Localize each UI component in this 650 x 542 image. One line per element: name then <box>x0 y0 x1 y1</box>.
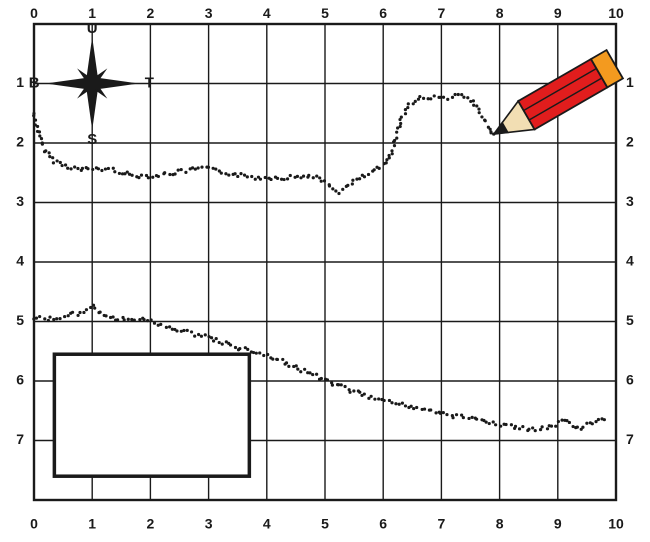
svg-text:5: 5 <box>626 312 634 328</box>
svg-text:2: 2 <box>147 515 155 531</box>
svg-text:5: 5 <box>16 312 24 328</box>
svg-text:4: 4 <box>263 515 271 531</box>
inset-box <box>54 354 249 476</box>
svg-text:10: 10 <box>608 515 624 531</box>
svg-text:1: 1 <box>16 74 24 90</box>
svg-text:2: 2 <box>16 134 24 150</box>
svg-text:3: 3 <box>205 515 213 531</box>
svg-text:2: 2 <box>147 5 155 21</box>
svg-text:7: 7 <box>438 515 446 531</box>
grid-figure: 0 0 1 1 2 2 3 3 4 4 5 5 6 6 7 7 8 8 9 9 10 10 1 1 2 2 3 3 4 4 5 5 6 6 7 7 U S… <box>0 0 650 542</box>
svg-text:3: 3 <box>205 5 213 21</box>
svg-text:1: 1 <box>88 5 96 21</box>
svg-text:7: 7 <box>626 431 634 447</box>
svg-text:3: 3 <box>626 193 634 209</box>
svg-text:6: 6 <box>16 372 24 388</box>
svg-text:6: 6 <box>626 372 634 388</box>
figure-svg: 0 0 1 1 2 2 3 3 4 4 5 5 6 6 7 7 8 8 9 9 10 10 1 1 2 2 3 3 4 4 5 5 6 6 7 7 U S… <box>0 0 650 542</box>
compass-label: T <box>145 74 154 91</box>
svg-text:6: 6 <box>379 5 387 21</box>
svg-text:6: 6 <box>379 515 387 531</box>
svg-text:10: 10 <box>608 5 624 21</box>
compass-label: B <box>29 74 40 91</box>
compass-label: S <box>87 131 97 148</box>
svg-text:8: 8 <box>496 515 504 531</box>
svg-text:4: 4 <box>263 5 271 21</box>
svg-text:7: 7 <box>16 431 24 447</box>
svg-text:5: 5 <box>321 515 329 531</box>
svg-text:0: 0 <box>30 515 38 531</box>
svg-text:9: 9 <box>554 515 562 531</box>
svg-text:2: 2 <box>626 134 634 150</box>
svg-text:1: 1 <box>88 515 96 531</box>
svg-text:5: 5 <box>321 5 329 21</box>
svg-text:8: 8 <box>496 5 504 21</box>
compass-label: U <box>87 20 98 37</box>
svg-text:0: 0 <box>30 5 38 21</box>
svg-text:3: 3 <box>16 193 24 209</box>
svg-text:7: 7 <box>438 5 446 21</box>
svg-text:4: 4 <box>16 253 24 269</box>
svg-text:9: 9 <box>554 5 562 21</box>
svg-text:1: 1 <box>626 74 634 90</box>
svg-text:4: 4 <box>626 253 634 269</box>
